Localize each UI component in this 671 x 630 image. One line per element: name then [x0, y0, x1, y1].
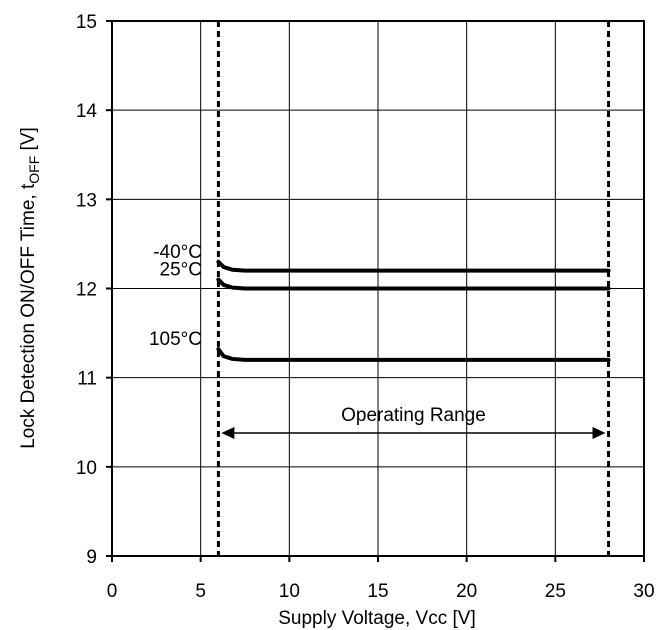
series-line — [216, 277, 611, 291]
labels: 0 5 10 15 20 25 30 9 10 11 12 13 14 15 -40°C25°C 105°C — [76, 12, 655, 602]
arrowhead-right — [592, 426, 606, 439]
y-axis-title-subscript: OFF — [26, 156, 42, 184]
x-tick-label: 0 — [107, 581, 118, 602]
x-tick-label: 15 — [367, 581, 388, 602]
series-line — [216, 347, 611, 362]
x-tick-label: 25 — [545, 581, 566, 602]
series-label: 105°C — [149, 329, 202, 350]
series-label: -40°C — [153, 242, 202, 263]
series-group — [216, 259, 611, 362]
axis-ticks — [106, 20, 645, 562]
y-axis-title: Lock Detection ON/OFF Time, tOFF [V] — [18, 127, 42, 449]
x-tick-label: 30 — [633, 581, 654, 602]
series-label: 25°C — [160, 260, 202, 281]
arrowhead-left — [221, 426, 235, 439]
y-tick-label: 14 — [76, 101, 98, 122]
operating-range-label: Operating Range — [341, 405, 486, 426]
y-tick-label: 15 — [76, 12, 97, 33]
x-axis-title: Supply Voltage, Vcc [V] — [278, 608, 476, 629]
y-tick-label: 9 — [86, 547, 97, 568]
y-tick-label: 10 — [76, 458, 97, 479]
operating-range-arrow: Operating Range — [221, 405, 606, 439]
x-tick-label: 10 — [279, 581, 300, 602]
y-axis-title-main: Lock Detection ON/OFF Time, t — [18, 183, 39, 449]
y-tick-label: 13 — [76, 190, 97, 211]
x-tick-label: 5 — [195, 581, 206, 602]
operating-range-boundaries — [216, 21, 611, 556]
series-line — [216, 259, 611, 273]
y-tick-label: 11 — [77, 369, 97, 390]
y-axis-title-unit: [V] — [18, 127, 39, 156]
x-tick-label: 20 — [456, 581, 477, 602]
y-tick-label: 12 — [76, 280, 97, 301]
